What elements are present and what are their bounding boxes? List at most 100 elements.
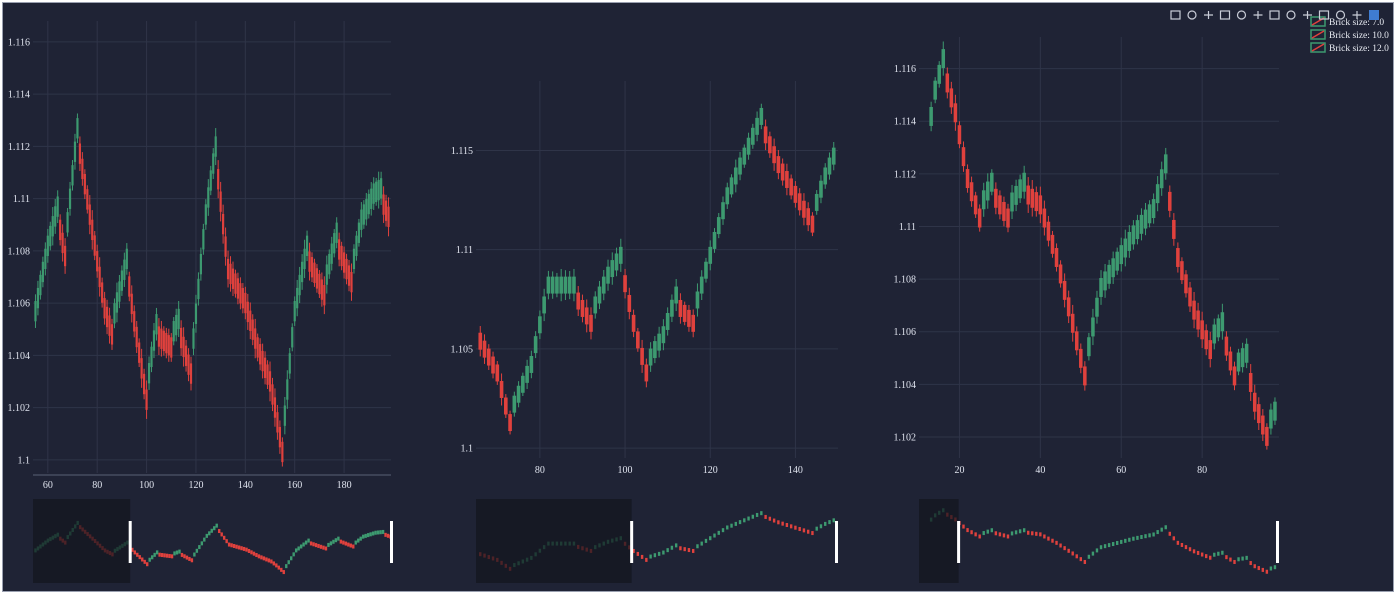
brick-down	[231, 268, 235, 289]
x-tick-label: 140	[238, 480, 253, 491]
slider-brick	[200, 541, 204, 546]
brick-up	[367, 193, 370, 215]
brick-down	[797, 193, 802, 211]
slider-brick	[309, 541, 313, 546]
brick-down	[157, 326, 161, 347]
slider-handle-left[interactable]	[957, 521, 961, 563]
slider-handle-left[interactable]	[630, 521, 634, 563]
slider-brick	[252, 551, 256, 556]
brick-down	[1062, 280, 1067, 300]
range-slider[interactable]	[919, 499, 1279, 583]
y-tick-label: 1.102	[8, 403, 31, 414]
zoom-out-icon[interactable]	[1269, 10, 1280, 20]
brick-down	[229, 263, 232, 285]
brick-up	[209, 170, 212, 191]
brick-up	[699, 276, 704, 294]
slider-brick	[1160, 527, 1163, 532]
slider-brick	[982, 531, 985, 536]
brick-up	[362, 204, 365, 225]
slider-handle-right[interactable]	[390, 521, 393, 563]
zoom-icon[interactable]	[1187, 10, 1197, 20]
brick-down	[682, 304, 687, 322]
slider-handle-left[interactable]	[128, 521, 132, 563]
legend-swatch-line	[1311, 30, 1325, 39]
brick-down	[281, 441, 284, 463]
brick-down	[763, 126, 768, 144]
brick-down	[78, 143, 82, 164]
brick-down	[180, 327, 183, 349]
brick-up	[1127, 231, 1132, 251]
brick-down	[1265, 426, 1269, 446]
brick-up	[192, 328, 195, 349]
brick-up	[1147, 204, 1152, 224]
brick-down	[1030, 188, 1035, 208]
x-tick-label: 80	[92, 480, 102, 491]
autoscale-icon[interactable]	[1286, 10, 1296, 20]
slider-brick	[1249, 561, 1252, 566]
slider-brick	[297, 546, 300, 551]
plotly-logo-icon[interactable]	[1369, 10, 1379, 20]
slider-brick	[798, 527, 801, 532]
brick-up	[529, 355, 534, 373]
brick-down	[313, 262, 316, 283]
box-select-icon[interactable]	[1219, 10, 1231, 20]
brick-up	[377, 179, 380, 201]
slider-brick	[1124, 538, 1127, 543]
brick-up	[1107, 264, 1111, 284]
slider-brick	[772, 518, 776, 523]
range-slider[interactable]	[476, 499, 838, 583]
lasso-icon[interactable]	[1236, 10, 1247, 20]
slider-brick	[1184, 545, 1188, 550]
brick-down	[965, 169, 970, 189]
slider-brick	[785, 523, 789, 527]
slider-brick	[1257, 566, 1260, 571]
slider-brick	[640, 554, 644, 559]
slider-brick	[1132, 536, 1135, 541]
slider-handle-right[interactable]	[1276, 521, 1279, 563]
brick-down	[165, 332, 168, 354]
brick-down	[998, 195, 1002, 215]
slider-brick	[205, 533, 208, 538]
pan-icon[interactable]	[1204, 11, 1213, 19]
legend-item[interactable]: Brick size: 7.0	[1329, 18, 1384, 28]
legend[interactable]: Brick size: 7.0 Brick size: 10.0 Brick siz…	[1310, 16, 1389, 54]
slider-brick	[970, 530, 973, 535]
brick-down	[382, 194, 385, 215]
brick-up	[214, 136, 217, 157]
slider-brick	[138, 555, 141, 560]
slider-brick	[764, 514, 767, 519]
zoom-in-icon[interactable]	[1253, 11, 1263, 19]
brick-up	[1010, 192, 1014, 212]
legend-item[interactable]: Brick size: 12.0	[1329, 44, 1389, 54]
brick-up	[1155, 184, 1160, 204]
brick-up	[113, 303, 116, 324]
slider-brick	[143, 559, 146, 564]
slider-brick	[337, 536, 340, 541]
x-tick-label: 40	[1035, 465, 1045, 476]
brick-down	[1188, 287, 1192, 307]
slider-brick	[357, 538, 360, 543]
slider-brick	[327, 542, 330, 547]
brick-down	[308, 251, 311, 272]
hover-compare-icon[interactable]	[1352, 11, 1362, 19]
slider-handle-right[interactable]	[835, 521, 838, 563]
hover-closest-icon[interactable]	[1335, 10, 1346, 20]
brick-up	[207, 187, 210, 208]
camera-icon[interactable]	[1170, 10, 1181, 20]
brick-up	[733, 167, 738, 185]
brick-down	[1196, 310, 1200, 330]
brick-up	[352, 248, 356, 270]
brick-down	[83, 173, 86, 195]
reset-axes-icon[interactable]	[1303, 11, 1312, 19]
slider-brick	[314, 543, 318, 548]
range-slider[interactable]	[33, 499, 393, 583]
brick-up	[293, 300, 296, 322]
slider-brick	[255, 553, 258, 558]
brick-up	[929, 106, 933, 126]
slider-brick	[1172, 536, 1176, 541]
spike-lines-icon[interactable]	[1318, 10, 1330, 20]
slider-brick	[755, 512, 759, 517]
slider-brick	[329, 541, 333, 546]
slider-brick	[1103, 544, 1107, 549]
legend-item[interactable]: Brick size: 10.0	[1329, 31, 1389, 41]
